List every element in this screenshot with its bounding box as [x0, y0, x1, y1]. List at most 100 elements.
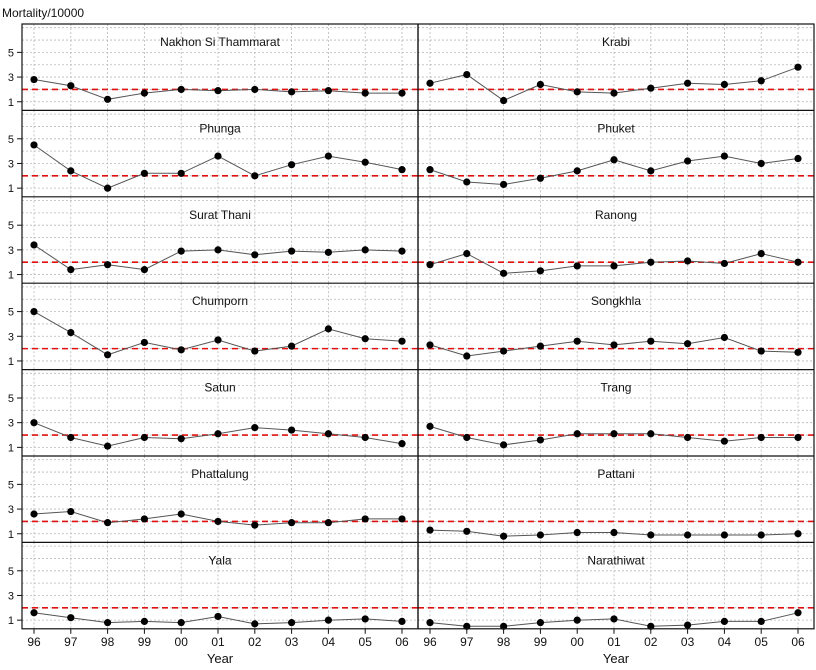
data-point — [647, 84, 655, 92]
x-tick-label: 03 — [681, 635, 695, 649]
data-point — [140, 266, 148, 274]
y-tick-label: 3 — [8, 504, 14, 516]
y-tick-label: 1 — [8, 270, 14, 282]
data-point — [720, 617, 729, 625]
x-tick-label: 97 — [460, 635, 474, 649]
data-point — [757, 159, 765, 168]
data-point — [610, 156, 618, 164]
panel-title: Yala — [208, 553, 231, 567]
data-point — [288, 247, 296, 255]
data-point — [500, 96, 508, 105]
data-point — [463, 527, 471, 535]
data-point — [324, 248, 332, 256]
data-point — [573, 616, 581, 624]
data-point — [426, 526, 434, 534]
data-point — [757, 433, 765, 442]
data-point — [288, 519, 296, 527]
data-point — [361, 335, 369, 343]
x-tick-label: 06 — [791, 635, 805, 649]
data-point — [463, 622, 471, 630]
data-point — [610, 430, 618, 438]
data-point — [500, 347, 508, 355]
data-point — [67, 507, 75, 516]
data-point — [536, 342, 545, 350]
data-point — [573, 430, 581, 438]
y-tick-label: 5 — [8, 220, 14, 232]
data-point — [573, 88, 581, 96]
data-point — [398, 440, 406, 448]
data-point — [288, 342, 296, 350]
data-point — [463, 433, 471, 442]
data-point — [361, 615, 369, 623]
data-point — [610, 341, 618, 349]
data-point — [214, 430, 222, 438]
data-point — [720, 437, 729, 445]
panel-title: Songkhla — [591, 294, 641, 308]
data-point — [67, 328, 75, 337]
data-point — [463, 178, 471, 186]
data-point — [794, 348, 802, 356]
panel-chumporn: Chumporn — [22, 283, 418, 370]
data-point — [610, 89, 618, 97]
data-point — [177, 619, 185, 627]
data-point — [500, 180, 508, 189]
x-tick-label: 05 — [755, 635, 769, 649]
x-tick-label: 98 — [497, 635, 511, 649]
x-tick-label: 04 — [322, 635, 336, 649]
data-point — [104, 351, 112, 359]
data-point — [536, 80, 545, 89]
data-point — [426, 261, 434, 269]
data-point — [757, 347, 765, 355]
data-point — [324, 325, 332, 333]
data-point — [647, 531, 655, 539]
data-point — [324, 87, 332, 95]
data-point — [647, 258, 655, 266]
y-tick-label: 1 — [8, 97, 14, 109]
data-point — [573, 337, 581, 345]
x-axis-title: Year — [207, 651, 234, 666]
x-tick-label: 96 — [27, 635, 41, 649]
panel-title: Pattani — [597, 467, 634, 481]
data-point — [794, 258, 802, 266]
data-point — [757, 249, 765, 258]
panel-phuket: Phuket — [418, 110, 814, 197]
data-point — [794, 63, 802, 71]
x-tick-label: 03 — [285, 635, 299, 649]
data-point — [140, 338, 148, 347]
data-point — [426, 79, 434, 87]
data-point — [794, 609, 802, 617]
data-point — [720, 80, 729, 89]
y-tick-label: 3 — [8, 590, 14, 602]
panel-trang: Trang — [418, 369, 814, 456]
data-point — [426, 619, 434, 627]
panel-title: Narathiwat — [587, 553, 645, 567]
data-point — [288, 426, 296, 434]
data-point — [30, 609, 38, 617]
x-tick-label: 96 — [423, 635, 437, 649]
panel-title: Krabi — [602, 35, 630, 49]
data-point — [140, 515, 148, 523]
y-tick-label: 3 — [8, 72, 14, 84]
data-point — [536, 174, 545, 182]
data-point — [67, 614, 75, 622]
panel-yala: Yala — [22, 542, 418, 629]
data-point — [30, 141, 38, 149]
data-point — [251, 85, 259, 94]
panel-title: Surat Thani — [189, 208, 251, 222]
data-point — [251, 620, 259, 628]
data-point — [573, 528, 581, 537]
panel-title: Chumporn — [192, 294, 248, 308]
data-point — [684, 157, 692, 165]
x-tick-label: 99 — [534, 635, 548, 649]
data-point — [573, 167, 581, 175]
data-point — [67, 82, 75, 90]
data-point — [324, 519, 332, 527]
x-tick-label: 99 — [138, 635, 152, 649]
data-point — [647, 430, 655, 438]
data-point — [463, 352, 471, 360]
data-point — [67, 167, 75, 175]
data-point — [140, 433, 148, 442]
data-point — [720, 152, 729, 160]
data-point — [30, 75, 38, 84]
data-point — [177, 346, 185, 354]
